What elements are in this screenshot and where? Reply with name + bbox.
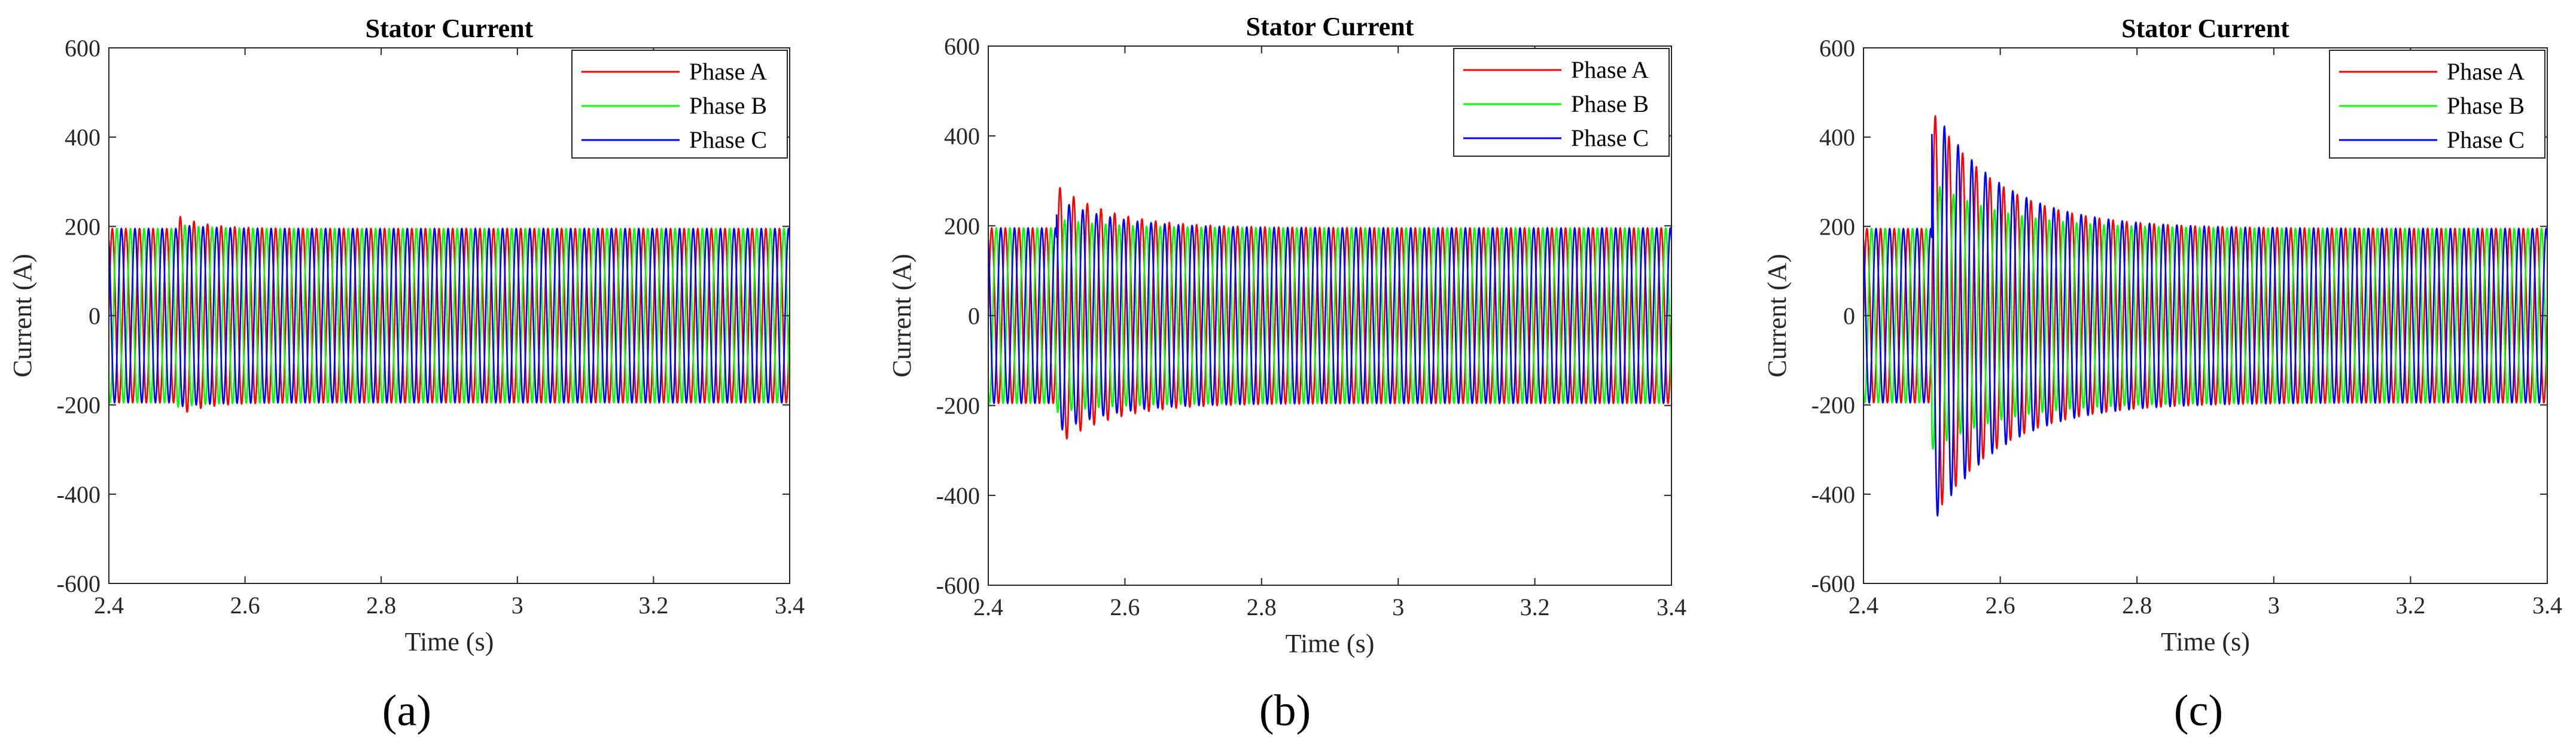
y-tick-label: -200 (1811, 392, 1855, 419)
x-tick-label: 2.8 (366, 592, 396, 619)
x-axis-label: Time (s) (2161, 627, 2250, 656)
y-tick-label: -200 (936, 393, 980, 419)
y-axis-label: Current (A) (8, 254, 37, 378)
series-group (988, 187, 1671, 440)
y-tick-label: 0 (1843, 303, 1855, 330)
x-tick-label: 2.6 (1986, 592, 2015, 619)
series-line-phase-c (988, 203, 1671, 431)
y-tick-label: -600 (57, 570, 101, 597)
legend: Phase A Phase B Phase C (2329, 50, 2545, 159)
x-tick-label: 3 (1392, 594, 1404, 621)
y-tick-label: 200 (944, 212, 980, 239)
series-line-phase-a (988, 187, 1671, 440)
x-tick-label: 3.2 (2395, 592, 2425, 619)
y-tick-label: 600 (944, 33, 980, 60)
legend-label: Phase A (2447, 58, 2525, 85)
legend-label: Phase C (689, 126, 767, 153)
series-line-phase-a (109, 215, 790, 413)
y-tick-label: 0 (968, 303, 980, 330)
legend-label: Phase B (1571, 90, 1649, 117)
y-tick-label: 600 (1819, 35, 1855, 62)
panel-label: (c) (2174, 686, 2223, 735)
legend-label: Phase B (689, 92, 767, 119)
series-line-phase-c (1864, 125, 2547, 517)
x-tick-label: 3 (511, 592, 523, 619)
x-tick-label: 2.6 (230, 592, 260, 619)
y-tick-label: -600 (936, 572, 980, 599)
panel-label: (a) (382, 686, 431, 735)
y-tick-label: 0 (89, 303, 101, 330)
legend: Phase A Phase B Phase C (571, 50, 788, 159)
y-tick-label: -400 (936, 482, 980, 509)
y-tick-label: -600 (1811, 570, 1855, 597)
x-tick-label: 3.2 (1520, 594, 1550, 621)
x-tick-label: 2.4 (973, 594, 1003, 621)
y-tick-label: -400 (57, 481, 101, 508)
chart-title: Stator Current (366, 14, 534, 43)
panel-label: (b) (1259, 686, 1311, 735)
x-tick-label: 3.2 (638, 592, 668, 619)
x-tick-label: 3.4 (1657, 594, 1686, 621)
x-tick-label: 3.4 (2532, 592, 2562, 619)
y-tick-label: 400 (944, 123, 980, 150)
series-line-phase-b (988, 219, 1671, 413)
legend-label: Phase A (1571, 56, 1649, 83)
x-axis-label: Time (s) (405, 627, 494, 656)
y-axis-label: Current (A) (1762, 254, 1792, 378)
y-tick-label: 400 (65, 124, 101, 151)
y-tick-label: 600 (65, 35, 101, 62)
series-line-phase-b (109, 224, 790, 409)
y-tick-label: -200 (57, 392, 101, 419)
y-tick-label: 200 (65, 213, 101, 240)
series-line-phase-c (109, 224, 790, 408)
chart-panel-b: 2.4 2.6 2.8 3 3.2 3.4 -600 -400 -200 0 200 400 600 St… (887, 12, 1686, 735)
chart-title: Stator Current (2121, 14, 2289, 43)
chart-panel-c: 2.4 2.6 2.8 3 3.2 3.4 -600 -400 -200 0 200 400 600 St… (1762, 14, 2562, 735)
series-group (109, 215, 790, 413)
legend-label: Phase A (689, 58, 767, 85)
chart-panel-a: 2.4 2.6 2.8 3 3.2 3.4 -600 -400 -200 0 200 400 600 St… (8, 14, 805, 735)
y-tick-label: 200 (1819, 213, 1855, 240)
y-tick-label: 400 (1819, 124, 1855, 151)
x-tick-label: 3.4 (775, 592, 805, 619)
legend-label: Phase C (2447, 126, 2525, 153)
legend-label: Phase B (2447, 92, 2525, 119)
x-tick-label: 2.8 (1247, 594, 1277, 621)
series-line-phase-b (1864, 186, 2547, 451)
chart-title: Stator Current (1246, 12, 1414, 41)
series-line-phase-a (1864, 114, 2547, 506)
legend: Phase A Phase B Phase C (1453, 48, 1670, 157)
x-axis-label: Time (s) (1286, 629, 1375, 658)
x-tick-label: 2.4 (1849, 592, 1878, 619)
x-tick-label: 2.8 (2122, 592, 2152, 619)
y-tick-label: -400 (1811, 481, 1855, 508)
series-group (1864, 114, 2547, 517)
x-tick-label: 3 (2268, 592, 2280, 619)
x-tick-label: 2.4 (94, 592, 124, 619)
legend-label: Phase C (1571, 124, 1649, 151)
x-tick-label: 2.6 (1110, 594, 1140, 621)
y-axis-label: Current (A) (887, 254, 916, 378)
